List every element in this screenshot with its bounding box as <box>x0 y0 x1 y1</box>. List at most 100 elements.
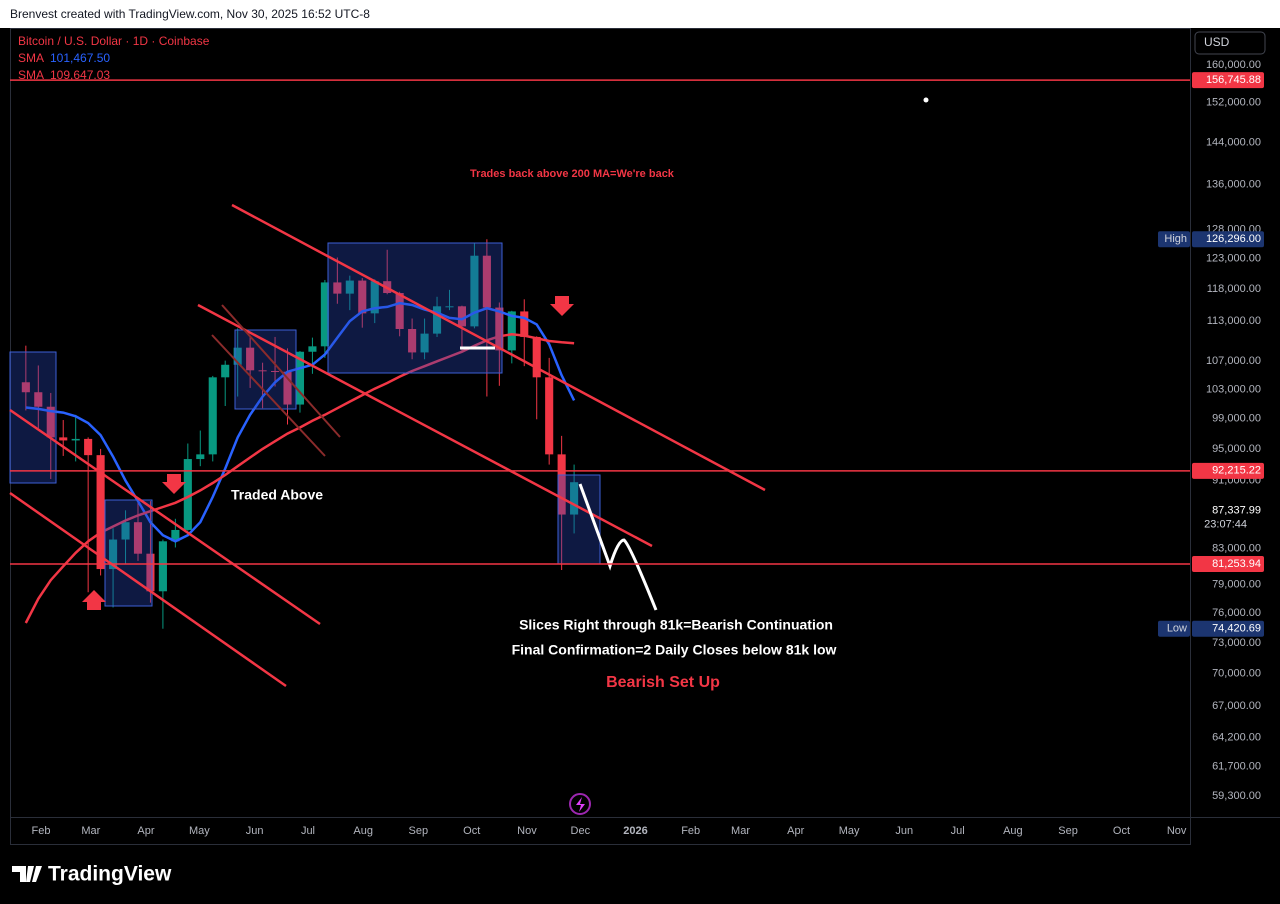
annotation: Slices Right through 81k=Bearish Continu… <box>519 617 833 633</box>
range-box <box>234 329 297 410</box>
y-tick-label: 160,000.00 <box>1206 59 1261 71</box>
candle-body <box>333 282 342 294</box>
y-tick-label: 59,300.00 <box>1212 790 1261 802</box>
x-tick-label: Sep <box>1058 825 1078 837</box>
candle-body <box>295 351 305 405</box>
x-tick-label: Mar <box>731 825 750 837</box>
candle-body <box>84 438 93 456</box>
x-tick-label: May <box>189 825 210 837</box>
price-label-box <box>1192 72 1264 89</box>
x-tick-label: May <box>839 825 860 837</box>
candle-body <box>457 306 467 327</box>
y-tick-label: 67,000.00 <box>1212 700 1261 712</box>
candle-body <box>308 346 317 352</box>
trendline <box>211 334 326 457</box>
candle-body <box>557 454 566 515</box>
y-tick-label: 64,200.00 <box>1212 731 1261 743</box>
trendline <box>9 491 287 688</box>
y-tick-label: 73,000.00 <box>1212 637 1261 649</box>
projection-path <box>578 483 658 611</box>
x-tick-label: Nov <box>1167 825 1187 837</box>
sma-line <box>24 333 575 624</box>
y-tick-label: 144,000.00 <box>1206 137 1261 149</box>
arrow-down <box>550 296 574 316</box>
countdown: 23:07:44 <box>1204 519 1247 531</box>
annotation: Bearish Set Up <box>606 674 720 691</box>
legend-name: SMA <box>18 68 44 82</box>
candle-body <box>208 377 217 455</box>
candle-body <box>320 282 329 347</box>
candle-body <box>395 293 404 330</box>
candle-body <box>183 459 192 530</box>
price-label-box <box>1192 231 1264 248</box>
assistant-icon[interactable] <box>569 793 591 815</box>
price-label-box <box>1192 556 1264 573</box>
candle-body <box>445 306 454 308</box>
header-bar <box>0 0 1280 28</box>
tag-box <box>1158 620 1190 637</box>
candle-body <box>271 371 280 373</box>
price-label: 156,745.88 <box>1206 74 1261 86</box>
candle-body <box>408 329 417 353</box>
y-tick-label: 118,000.00 <box>1207 283 1261 295</box>
x-tick-label: Feb <box>681 825 700 837</box>
currency: USD <box>1204 35 1230 49</box>
y-tick-label: 83,000.00 <box>1212 542 1261 554</box>
logo: TradingView <box>12 863 172 886</box>
assistant-icon-bolt <box>576 797 585 812</box>
x-tick-label: 2026 <box>623 825 647 837</box>
arrow-down <box>162 474 186 494</box>
candle-body <box>171 529 180 542</box>
candle-body <box>133 522 143 554</box>
price-label: 87,337.99 <box>1212 505 1261 517</box>
legend-name: SMA <box>18 51 44 65</box>
candle-body <box>570 482 579 515</box>
candle-body <box>258 370 267 372</box>
y-tick-label: 95,000.00 <box>1212 443 1261 455</box>
drawings <box>9 97 929 815</box>
y-tick-label: 79,000.00 <box>1212 579 1261 591</box>
candle-body <box>246 347 255 371</box>
candle-body <box>59 437 68 441</box>
x-tick-label: Nov <box>517 825 537 837</box>
candle-body <box>482 255 491 308</box>
annotation: Trades back above 200 MA=We're back <box>470 168 675 180</box>
tag-label: High <box>1164 233 1187 245</box>
candle-body <box>146 553 155 592</box>
y-tick-label: 123,000.00 <box>1206 253 1261 265</box>
candle-body <box>221 364 230 378</box>
x-tick-label: Apr <box>137 825 154 837</box>
x-tick-label: Jun <box>895 825 913 837</box>
x-tick-label: Jun <box>246 825 264 837</box>
currency-button[interactable] <box>1194 31 1266 55</box>
annotation: Final Confirmation=2 Daily Closes below … <box>512 642 837 658</box>
y-tick-label: 107,000.00 <box>1206 355 1261 367</box>
candle-body <box>370 281 379 314</box>
price-label: 92,215.22 <box>1212 465 1261 477</box>
trendline <box>197 303 653 548</box>
candle-body <box>158 541 167 592</box>
x-tick-label: Sep <box>409 825 429 837</box>
candle-body <box>283 371 292 405</box>
y-tick-label: 99,000.00 <box>1212 412 1261 424</box>
range-box <box>9 351 57 484</box>
candle-body <box>520 311 529 337</box>
y-tick-label: 136,000.00 <box>1206 179 1261 191</box>
symbol-title: Bitcoin / U.S. Dollar · 1D · Coinbase <box>18 34 210 48</box>
watermark: TradingView <box>48 863 172 886</box>
x-tick-label: Dec <box>571 825 591 837</box>
candle-body <box>432 306 442 334</box>
x-tick-label: Oct <box>1113 825 1130 837</box>
tag-label: Low <box>1167 623 1187 635</box>
trendline <box>9 408 321 626</box>
candle-body <box>507 311 516 351</box>
x-tick-label: Jul <box>951 825 965 837</box>
legend-value: 101,467.50 <box>50 51 110 65</box>
range-box <box>327 242 503 374</box>
trendline <box>221 304 341 438</box>
x-tick-label: Mar <box>81 825 100 837</box>
x-tick-label: Jul <box>301 825 315 837</box>
